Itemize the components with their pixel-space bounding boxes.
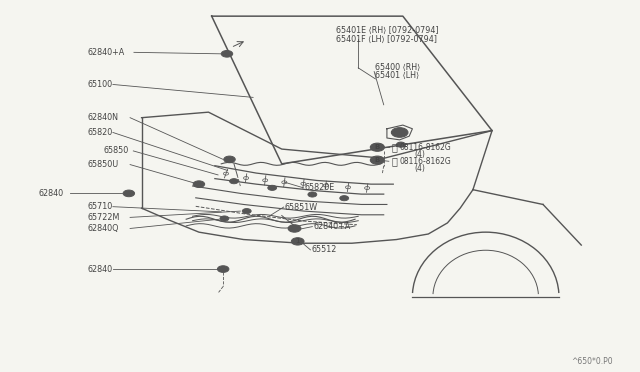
Circle shape	[230, 179, 239, 184]
Circle shape	[220, 216, 229, 221]
Text: B: B	[375, 144, 380, 150]
Circle shape	[228, 158, 232, 161]
Circle shape	[396, 131, 403, 134]
Circle shape	[193, 181, 205, 187]
Circle shape	[243, 209, 251, 214]
Circle shape	[268, 185, 276, 190]
Text: 1: 1	[296, 238, 300, 244]
Text: 62840+A: 62840+A	[88, 48, 125, 57]
Text: 65401F ⟨LH⟩ [0792-0794]: 65401F ⟨LH⟩ [0792-0794]	[336, 35, 437, 44]
Circle shape	[308, 192, 317, 197]
Text: Ⓑ: Ⓑ	[392, 142, 397, 152]
Text: Ⓑ: Ⓑ	[392, 156, 397, 166]
Circle shape	[197, 183, 201, 185]
Circle shape	[224, 156, 236, 163]
Text: 65100: 65100	[88, 80, 113, 89]
Circle shape	[371, 156, 385, 164]
Text: 62840: 62840	[38, 189, 63, 198]
Text: (4): (4)	[414, 164, 425, 173]
Text: 65401 ⟨LH⟩: 65401 ⟨LH⟩	[376, 71, 420, 80]
Text: 65850U: 65850U	[88, 160, 118, 169]
Text: 65820E: 65820E	[304, 183, 334, 192]
Circle shape	[288, 225, 301, 232]
Circle shape	[127, 192, 131, 195]
Text: 65722M: 65722M	[88, 213, 120, 222]
Text: 08116-8162G: 08116-8162G	[399, 143, 451, 152]
Text: 65400 ⟨RH⟩: 65400 ⟨RH⟩	[376, 63, 420, 72]
Text: 65401E ⟨RH⟩ [0792-0794]: 65401E ⟨RH⟩ [0792-0794]	[336, 26, 438, 35]
Circle shape	[221, 51, 233, 57]
Text: B: B	[375, 157, 380, 163]
Text: 62840+A: 62840+A	[314, 222, 351, 231]
Circle shape	[225, 53, 229, 55]
Text: 65710: 65710	[88, 202, 113, 211]
Circle shape	[392, 128, 408, 137]
Text: 62840N: 62840N	[88, 113, 118, 122]
Circle shape	[221, 268, 225, 270]
Text: ^650*0.P0: ^650*0.P0	[572, 357, 613, 366]
Circle shape	[371, 143, 385, 151]
Circle shape	[123, 190, 134, 197]
Text: 65851W: 65851W	[285, 202, 318, 212]
Text: (4): (4)	[414, 150, 425, 159]
Circle shape	[218, 266, 229, 272]
Circle shape	[340, 196, 349, 201]
Text: 62840Q: 62840Q	[88, 224, 119, 233]
Circle shape	[396, 142, 405, 147]
Text: 08116-8162G: 08116-8162G	[399, 157, 451, 166]
Text: 62840: 62840	[88, 264, 113, 273]
Text: 65512: 65512	[312, 246, 337, 254]
Circle shape	[291, 238, 304, 245]
Text: 65850: 65850	[103, 147, 129, 155]
Text: 65820: 65820	[88, 128, 113, 137]
